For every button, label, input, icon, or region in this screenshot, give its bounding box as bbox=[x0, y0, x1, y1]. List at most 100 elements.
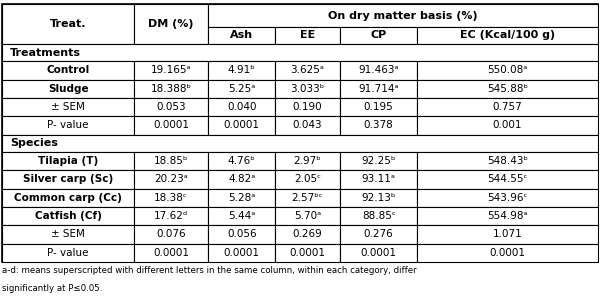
Text: 0.0001: 0.0001 bbox=[153, 248, 189, 258]
Text: 0.276: 0.276 bbox=[364, 230, 394, 239]
Text: ± SEM: ± SEM bbox=[51, 230, 85, 239]
Text: a-d: means superscripted with different letters in the same column, within each : a-d: means superscripted with different … bbox=[2, 266, 417, 275]
Text: Silver carp (Sc): Silver carp (Sc) bbox=[23, 175, 113, 184]
Bar bbox=[208, 225, 275, 244]
Text: CP: CP bbox=[371, 30, 387, 40]
Text: 2.97ᵇ: 2.97ᵇ bbox=[293, 156, 322, 166]
Text: 0.269: 0.269 bbox=[293, 230, 322, 239]
Text: Tilapia (T): Tilapia (T) bbox=[38, 156, 98, 166]
Text: 18.388ᵇ: 18.388ᵇ bbox=[151, 84, 191, 94]
Bar bbox=[134, 244, 208, 262]
Text: 3.625ᵃ: 3.625ᵃ bbox=[290, 65, 325, 76]
Text: 4.91ᵇ: 4.91ᵇ bbox=[228, 65, 256, 76]
Bar bbox=[208, 207, 275, 225]
Bar bbox=[340, 244, 418, 262]
Text: DM (%): DM (%) bbox=[148, 19, 194, 29]
Bar bbox=[134, 207, 208, 225]
Bar bbox=[340, 189, 418, 207]
Bar bbox=[275, 98, 340, 116]
Bar bbox=[418, 244, 598, 262]
Bar bbox=[2, 44, 598, 61]
Text: 0.040: 0.040 bbox=[227, 102, 257, 112]
Bar bbox=[340, 170, 418, 189]
Text: 1.071: 1.071 bbox=[493, 230, 523, 239]
Bar bbox=[275, 61, 340, 80]
Bar bbox=[340, 27, 418, 44]
Text: 0.0001: 0.0001 bbox=[224, 248, 260, 258]
Text: 92.25ᵇ: 92.25ᵇ bbox=[361, 156, 396, 166]
Text: 0.0001: 0.0001 bbox=[153, 121, 189, 130]
Bar bbox=[340, 61, 418, 80]
Text: Control: Control bbox=[46, 65, 90, 76]
Bar bbox=[208, 116, 275, 135]
Bar bbox=[208, 170, 275, 189]
Bar bbox=[340, 116, 418, 135]
Bar bbox=[134, 116, 208, 135]
Bar bbox=[134, 225, 208, 244]
Text: 550.08ᵃ: 550.08ᵃ bbox=[487, 65, 527, 76]
Text: Common carp (Cc): Common carp (Cc) bbox=[14, 193, 122, 203]
Text: 0.043: 0.043 bbox=[293, 121, 322, 130]
Text: 4.76ᵇ: 4.76ᵇ bbox=[228, 156, 256, 166]
Text: 2.05ᶜ: 2.05ᶜ bbox=[294, 175, 321, 184]
Text: 20.23ᵃ: 20.23ᵃ bbox=[154, 175, 188, 184]
Bar bbox=[2, 80, 134, 98]
Bar bbox=[134, 152, 208, 170]
Bar bbox=[208, 4, 598, 27]
Bar bbox=[134, 170, 208, 189]
Text: 88.85ᶜ: 88.85ᶜ bbox=[362, 211, 395, 221]
Bar bbox=[340, 80, 418, 98]
Bar bbox=[208, 244, 275, 262]
Bar bbox=[208, 61, 275, 80]
Bar bbox=[134, 189, 208, 207]
Bar bbox=[340, 225, 418, 244]
Bar bbox=[275, 170, 340, 189]
Bar bbox=[2, 116, 134, 135]
Text: 18.38ᶜ: 18.38ᶜ bbox=[154, 193, 188, 203]
Text: 5.28ᵃ: 5.28ᵃ bbox=[228, 193, 256, 203]
Bar bbox=[208, 80, 275, 98]
Bar bbox=[208, 98, 275, 116]
Bar bbox=[2, 135, 598, 152]
Bar bbox=[340, 207, 418, 225]
Text: significantly at P≤0.05.: significantly at P≤0.05. bbox=[2, 284, 103, 293]
Text: 548.43ᵇ: 548.43ᵇ bbox=[487, 156, 528, 166]
Text: Treat.: Treat. bbox=[50, 19, 86, 29]
Bar bbox=[2, 189, 134, 207]
Bar bbox=[2, 152, 134, 170]
Text: 93.11ᵃ: 93.11ᵃ bbox=[362, 175, 395, 184]
Bar bbox=[134, 61, 208, 80]
Text: P- value: P- value bbox=[47, 248, 89, 258]
Bar bbox=[340, 152, 418, 170]
Text: 17.62ᵈ: 17.62ᵈ bbox=[154, 211, 188, 221]
Bar bbox=[2, 225, 134, 244]
Text: 91.463ᵃ: 91.463ᵃ bbox=[358, 65, 399, 76]
Bar bbox=[2, 61, 134, 80]
Bar bbox=[208, 189, 275, 207]
Text: Ash: Ash bbox=[230, 30, 253, 40]
Text: 2.57ᵇᶜ: 2.57ᵇᶜ bbox=[292, 193, 323, 203]
Bar bbox=[418, 61, 598, 80]
Bar bbox=[2, 4, 134, 44]
Text: 0.053: 0.053 bbox=[156, 102, 186, 112]
Text: 0.0001: 0.0001 bbox=[224, 121, 260, 130]
Text: 5.44ᵃ: 5.44ᵃ bbox=[228, 211, 256, 221]
Bar bbox=[275, 27, 340, 44]
Bar bbox=[134, 80, 208, 98]
Bar bbox=[134, 98, 208, 116]
Text: P- value: P- value bbox=[47, 121, 89, 130]
Text: Species: Species bbox=[10, 138, 58, 148]
Text: Sludge: Sludge bbox=[48, 84, 88, 94]
Bar bbox=[275, 80, 340, 98]
Text: 0.190: 0.190 bbox=[293, 102, 322, 112]
Bar bbox=[2, 170, 134, 189]
Text: 0.0001: 0.0001 bbox=[490, 248, 526, 258]
Bar bbox=[275, 207, 340, 225]
Bar bbox=[418, 152, 598, 170]
Bar bbox=[134, 4, 208, 44]
Text: 5.25ᵃ: 5.25ᵃ bbox=[228, 84, 256, 94]
Text: 545.88ᵇ: 545.88ᵇ bbox=[487, 84, 528, 94]
Text: 0.076: 0.076 bbox=[156, 230, 186, 239]
Bar bbox=[418, 189, 598, 207]
Bar bbox=[275, 225, 340, 244]
